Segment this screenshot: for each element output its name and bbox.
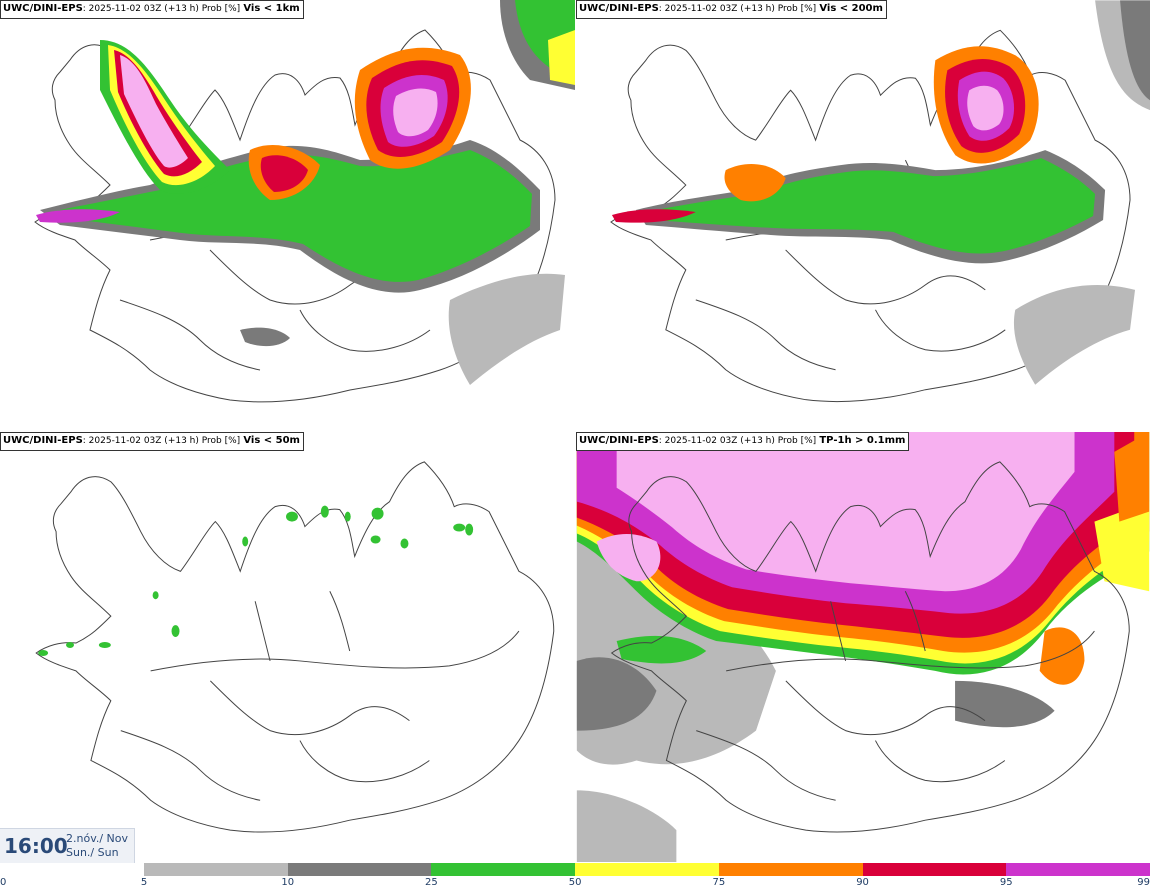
colorbar-segment xyxy=(431,863,576,876)
colorbar-tick-label: 75 xyxy=(712,877,726,888)
colorbar-segment xyxy=(862,863,1007,876)
variable-name: Vis < 1km xyxy=(243,3,300,14)
panel-title: UWC/DINI-EPS: 2025-11-02 03Z (+13 h) Pro… xyxy=(576,432,910,451)
valid-hour: 16:00 xyxy=(4,834,68,858)
colorbar-tick-label: 25 xyxy=(425,877,438,888)
colorbar-tick-label: 5 xyxy=(140,877,148,888)
colorbar-segment xyxy=(1006,863,1150,876)
colorbar-segment xyxy=(144,863,288,876)
valid-date: 2.nóv./ Nov Sun./ Sun xyxy=(66,832,128,860)
model-name: UWC/DINI-EPS xyxy=(3,435,83,446)
variable-name: Vis < 50m xyxy=(243,435,300,446)
probability-field xyxy=(38,505,474,656)
panel-title: UWC/DINI-EPS: 2025-11-02 03Z (+13 h) Pro… xyxy=(0,432,304,451)
map-panel-tp-1h: UWC/DINI-EPS: 2025-11-02 03Z (+13 h) Pro… xyxy=(576,432,1150,862)
colorbar-tick-label: 95 xyxy=(999,877,1013,888)
model-name: UWC/DINI-EPS xyxy=(579,3,659,14)
colorbar-tick-label: 10 xyxy=(281,877,295,888)
colorbar-tick-label: 0 xyxy=(0,877,7,888)
colorbar-tick-label: 90 xyxy=(856,877,869,888)
probability-field xyxy=(576,432,1150,862)
run-info: : 2025-11-02 03Z (+13 h) Prob [%] xyxy=(82,4,241,14)
colorbar-segment xyxy=(287,863,432,876)
map-panel-vis-50m: UWC/DINI-EPS: 2025-11-02 03Z (+13 h) Pro… xyxy=(0,432,575,862)
probability-map xyxy=(35,461,555,833)
valid-date-line: 2.nóv./ Nov xyxy=(66,832,129,845)
variable-name: TP-1h > 0.1mm xyxy=(819,435,906,446)
variable-name: Vis < 200m xyxy=(819,3,883,14)
colorbar-segment xyxy=(575,863,719,876)
probability-map xyxy=(576,432,1150,862)
colorbar-tick-label: 99 xyxy=(1137,877,1150,888)
probability-map xyxy=(34,0,575,403)
map-panel-vis-1km: UWC/DINI-EPS: 2025-11-02 03Z (+13 h) Pro… xyxy=(0,0,575,432)
run-info: : 2025-11-02 03Z (+13 h) Prob [%] xyxy=(658,4,817,14)
colorbar-segment xyxy=(0,863,144,876)
run-info: : 2025-11-02 03Z (+13 h) Prob [%] xyxy=(658,436,817,446)
panel-title: UWC/DINI-EPS: 2025-11-02 03Z (+13 h) Pro… xyxy=(576,0,887,19)
colorbar-segment xyxy=(718,863,863,876)
model-name: UWC/DINI-EPS xyxy=(3,3,83,14)
probability-map xyxy=(610,0,1150,403)
map-panel-vis-200m: UWC/DINI-EPS: 2025-11-02 03Z (+13 h) Pro… xyxy=(576,0,1150,432)
model-name: UWC/DINI-EPS xyxy=(579,435,659,446)
panel-title: UWC/DINI-EPS: 2025-11-02 03Z (+13 h) Pro… xyxy=(0,0,304,19)
probability-field xyxy=(36,0,575,385)
valid-time-box: 16:00 2.nóv./ Nov Sun./ Sun xyxy=(0,828,135,863)
colorbar-tick-label: 50 xyxy=(568,877,582,888)
run-info: : 2025-11-02 03Z (+13 h) Prob [%] xyxy=(82,436,241,446)
probability-colorbar: 0 5 10 25 50 75 90 95 99 xyxy=(0,862,1150,891)
probability-field xyxy=(611,0,1150,385)
valid-day-line: Sun./ Sun xyxy=(66,846,119,859)
